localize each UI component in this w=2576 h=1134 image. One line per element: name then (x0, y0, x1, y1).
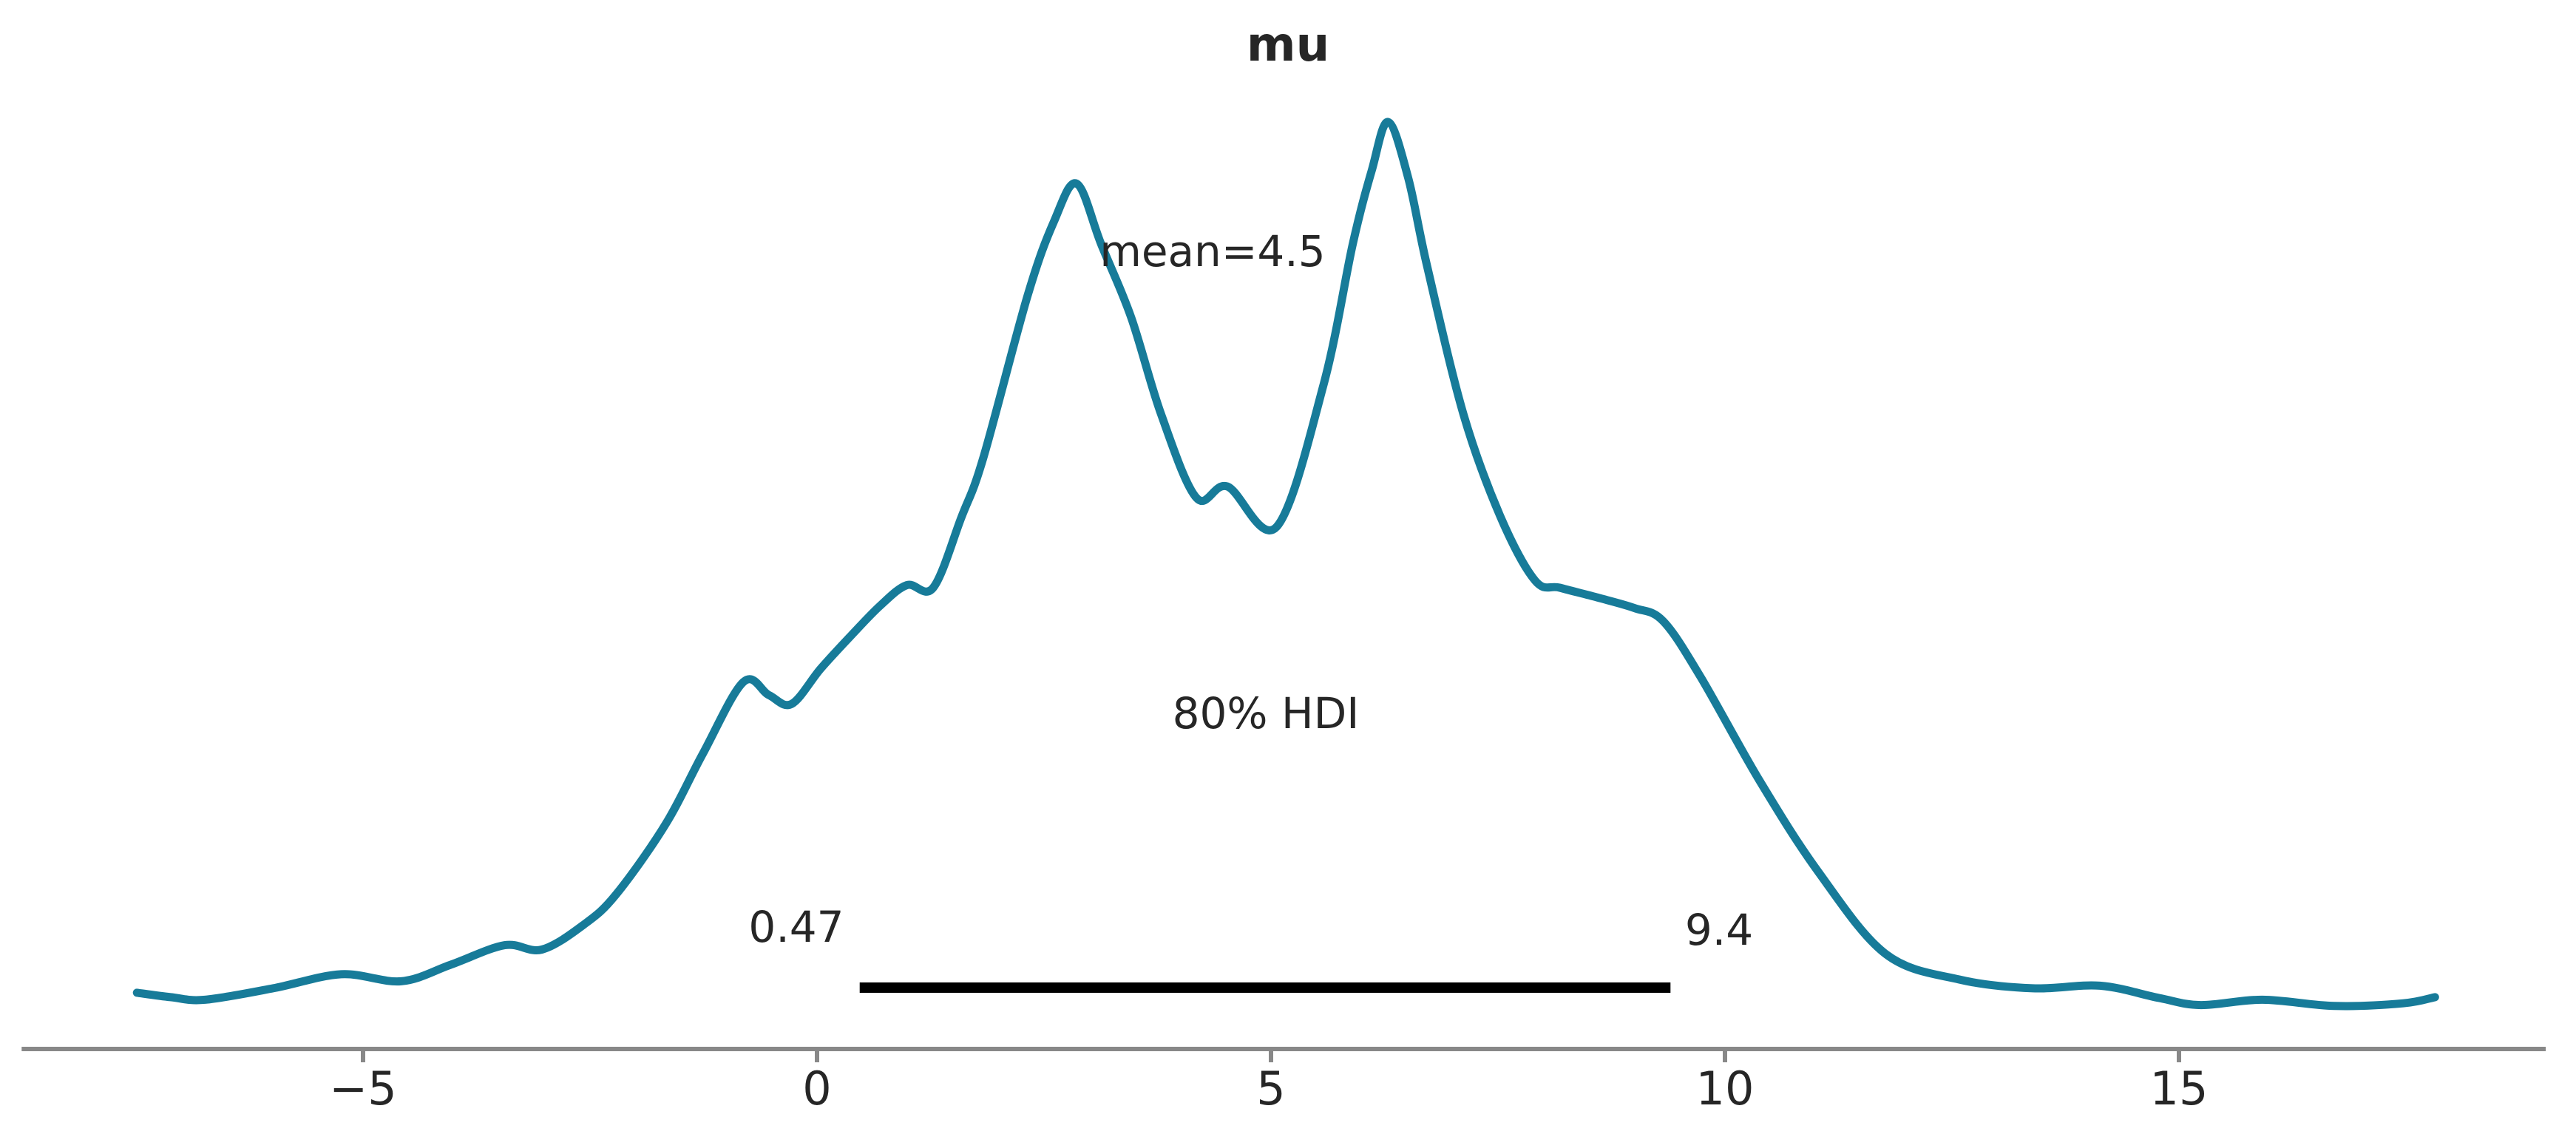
hdi-upper-value: 9.4 (1685, 905, 1753, 955)
mean-annotation: mean=4.5 (1099, 226, 1325, 276)
x-tick-label: 5 (1256, 1062, 1285, 1116)
hdi-lower-value: 0.47 (748, 902, 844, 952)
hdi-annotation: 80% HDI (1173, 688, 1360, 739)
x-tick-label: −5 (329, 1062, 396, 1116)
x-tick-label: 0 (802, 1062, 831, 1116)
x-tick-label: 10 (1696, 1062, 1755, 1116)
x-axis-ticks: −5 0 5 10 15 (329, 1049, 2208, 1116)
x-tick-label: 15 (2150, 1062, 2209, 1116)
kde-curve (132, 118, 2439, 1011)
plot-title: mu (1247, 18, 1329, 72)
